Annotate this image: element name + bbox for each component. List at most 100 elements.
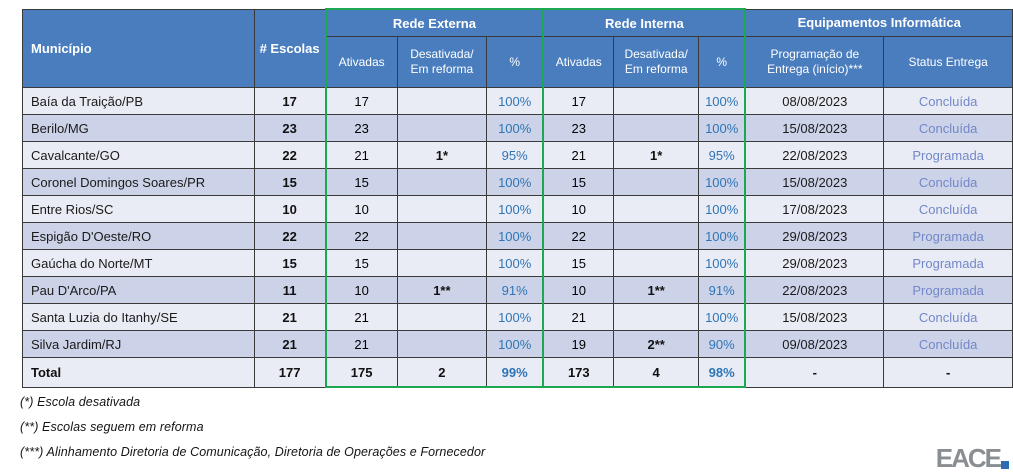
cell-re-pct: 100% — [486, 114, 545, 142]
cell-ri-pct: 100% — [697, 249, 747, 277]
cell-ri-ativadas: 173 — [542, 357, 615, 388]
cell-re-pct: 100% — [486, 195, 545, 223]
cell-ri-desativada — [613, 114, 699, 142]
cell-escolas: 21 — [253, 330, 327, 358]
cell-re-ativadas: 23 — [324, 114, 398, 142]
cell-entrega: 22/08/2023 — [744, 276, 885, 304]
cell-municipio: Santa Luzia do Itanhy/SE — [22, 303, 255, 331]
table-row: Coronel Domingos Soares/PR 15 15 100% 15 100%… — [22, 168, 1013, 196]
cell-re-ativadas: 21 — [324, 303, 398, 331]
cell-ri-desativada — [613, 249, 699, 277]
cell-re-ativadas: 10 — [324, 195, 398, 223]
cell-re-ativadas: 21 — [324, 330, 398, 358]
cell-ri-pct: 95% — [697, 141, 747, 169]
group-header-rede-interna: Rede Interna — [542, 8, 747, 37]
cell-municipio: Pau D'Arco/PA — [22, 276, 255, 304]
cell-re-pct: 100% — [486, 303, 545, 331]
eace-logo-text: EACE — [935, 443, 1002, 473]
cell-re-desativada: 1* — [396, 141, 488, 169]
cell-re-pct: 100% — [486, 87, 545, 115]
cell-status: Concluída — [883, 303, 1013, 331]
cell-status: Programada — [883, 276, 1013, 304]
cell-status: Concluída — [883, 195, 1013, 223]
cell-status: Concluída — [883, 87, 1013, 115]
footnote-1: (*) Escola desativada — [20, 395, 141, 409]
cell-status: Programada — [883, 249, 1013, 277]
cell-ri-pct: 100% — [697, 168, 747, 196]
cell-ri-desativada: 1** — [613, 276, 699, 304]
cell-ri-ativadas: 15 — [542, 249, 615, 277]
cell-escolas: 15 — [253, 249, 327, 277]
cell-escolas: 21 — [253, 303, 327, 331]
cell-municipio: Cavalcante/GO — [22, 141, 255, 169]
eace-logo-mark — [1001, 461, 1009, 469]
cell-escolas: 17 — [253, 87, 327, 115]
cell-status: - — [883, 357, 1013, 388]
cell-status: Concluída — [883, 114, 1013, 142]
cell-re-desativada — [396, 330, 488, 358]
cell-escolas: 15 — [253, 168, 327, 196]
cell-ri-ativadas: 19 — [542, 330, 615, 358]
table-row: Espigão D'Oeste/RO 22 22 100% 22 100% 29/08/20… — [22, 222, 1013, 250]
cell-ri-ativadas: 22 — [542, 222, 615, 250]
cell-ri-desativada — [613, 303, 699, 331]
col-header-ri-ativadas: Ativadas — [542, 36, 615, 88]
footnote-3: (***) Alinhamento Diretoria de Comunicaç… — [20, 445, 486, 459]
cell-entrega: 29/08/2023 — [744, 249, 885, 277]
table-row: Entre Rios/SC 10 10 100% 10 100% 17/08/2023 Con… — [22, 195, 1013, 223]
cell-ri-ativadas: 23 — [542, 114, 615, 142]
cell-re-desativada — [396, 168, 488, 196]
cell-status: Programada — [883, 222, 1013, 250]
cell-status: Concluída — [883, 330, 1013, 358]
cell-ri-ativadas: 17 — [542, 87, 615, 115]
cell-ri-desativada: 2** — [613, 330, 699, 358]
cell-re-pct: 100% — [486, 222, 545, 250]
cell-status: Programada — [883, 141, 1013, 169]
cell-ri-desativada: 1* — [613, 141, 699, 169]
cell-escolas: 23 — [253, 114, 327, 142]
cell-entrega: 22/08/2023 — [744, 141, 885, 169]
cell-re-ativadas: 17 — [324, 87, 398, 115]
cell-re-ativadas: 175 — [324, 357, 398, 388]
cell-ri-pct: 91% — [697, 276, 747, 304]
cell-municipio: Silva Jardim/RJ — [22, 330, 255, 358]
cell-entrega: 17/08/2023 — [744, 195, 885, 223]
cell-ri-desativada: 4 — [613, 357, 699, 388]
col-header-programacao: Programação de Entrega (início)*** — [744, 36, 885, 88]
cell-ri-pct: 90% — [697, 330, 747, 358]
cell-municipio: Baía da Traição/PB — [22, 87, 255, 115]
cell-ri-desativada — [613, 222, 699, 250]
cell-escolas: 177 — [253, 357, 327, 388]
cell-re-pct: 100% — [486, 249, 545, 277]
cell-re-desativada — [396, 87, 488, 115]
table-row: Cavalcante/GO 22 21 1* 95% 21 1* 95% 22/08/2023 P… — [22, 141, 1013, 169]
cell-ri-desativada — [613, 87, 699, 115]
group-header-rede-externa: Rede Externa — [324, 8, 545, 37]
cell-status: Concluída — [883, 168, 1013, 196]
cell-re-pct: 91% — [486, 276, 545, 304]
cell-ri-desativada — [613, 195, 699, 223]
cell-re-pct: 100% — [486, 168, 545, 196]
cell-re-pct: 95% — [486, 141, 545, 169]
table-header: Município # Escolas Rede Externa Rede In… — [22, 8, 1013, 88]
report-table: Município # Escolas Rede Externa Rede In… — [22, 8, 1013, 388]
cell-municipio: Total — [22, 357, 255, 388]
cell-municipio: Gaúcha do Norte/MT — [22, 249, 255, 277]
cell-ri-ativadas: 21 — [542, 303, 615, 331]
cell-ri-pct: 100% — [697, 87, 747, 115]
report-table-wrap: Município # Escolas Rede Externa Rede In… — [22, 8, 1013, 388]
cell-entrega: 15/08/2023 — [744, 168, 885, 196]
cell-re-desativada — [396, 249, 488, 277]
cell-re-desativada — [396, 303, 488, 331]
col-header-municipio: Município — [22, 8, 255, 88]
group-header-equipamentos: Equipamentos Informática — [744, 8, 1013, 37]
col-header-status: Status Entrega — [883, 36, 1013, 88]
cell-re-ativadas: 15 — [324, 249, 398, 277]
cell-re-ativadas: 21 — [324, 141, 398, 169]
footnotes: (*) Escola desativada (**) Escolas segue… — [20, 395, 485, 470]
cell-re-ativadas: 15 — [324, 168, 398, 196]
cell-ri-ativadas: 15 — [542, 168, 615, 196]
cell-ri-pct: 100% — [697, 303, 747, 331]
cell-entrega: 09/08/2023 — [744, 330, 885, 358]
